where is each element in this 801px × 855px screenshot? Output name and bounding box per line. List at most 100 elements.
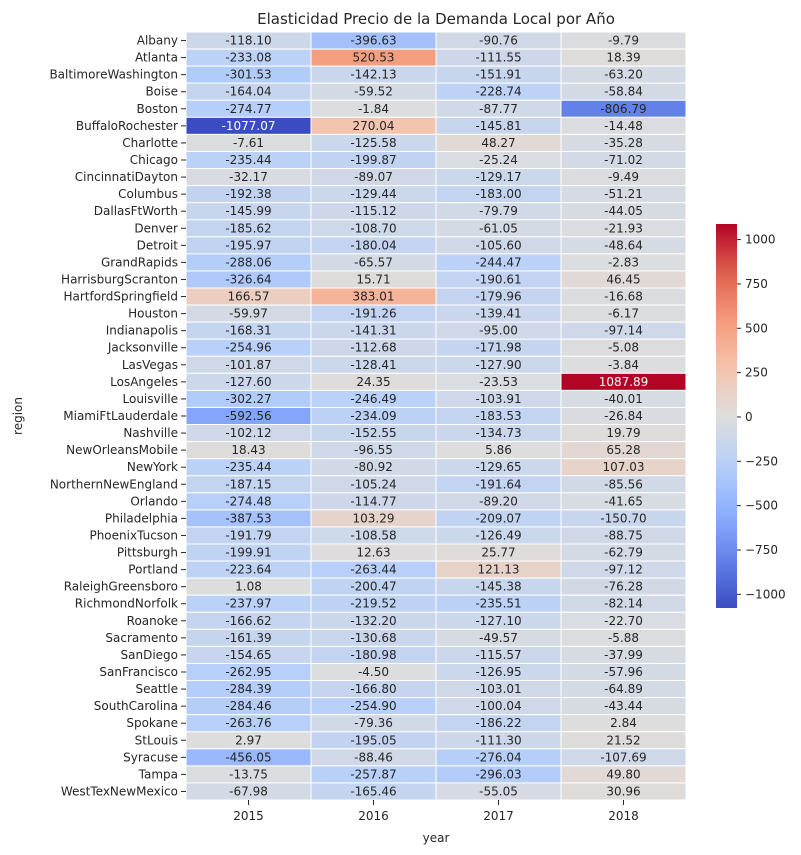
cell-value-label: -40.01	[604, 392, 643, 406]
cell-value-label: -129.17	[475, 170, 521, 184]
cell-value-label: -186.22	[475, 716, 521, 730]
cell-value-label: -49.57	[479, 631, 518, 645]
y-tick-label: Jacksonville	[107, 341, 178, 355]
cell-value-label: -103.91	[475, 392, 521, 406]
cell-value-label: -126.49	[475, 528, 521, 542]
cell-value-label: -102.12	[225, 426, 271, 440]
cell-value-label: -16.68	[604, 290, 643, 304]
cell-value-label: -142.13	[350, 68, 396, 82]
y-tick-label: Tampa	[138, 767, 178, 781]
cell-value-label: 46.45	[606, 272, 640, 286]
cell-value-label: -233.08	[225, 51, 271, 65]
colorbar-gradient	[716, 224, 737, 608]
cell-value-label: -5.08	[608, 341, 639, 355]
cell-value-label: -154.65	[225, 648, 271, 662]
y-tick-label: DallasFtWorth	[94, 204, 178, 218]
cell-value-label: -59.52	[354, 85, 393, 99]
y-tick-label: NewYork	[127, 460, 178, 474]
y-tick-label: MiamiFtLauderdale	[63, 409, 178, 423]
cell-value-label: -191.64	[475, 477, 521, 491]
cell-value-label: -200.47	[350, 580, 396, 594]
cell-value-label: -80.92	[354, 460, 393, 474]
cell-value-label: -5.88	[608, 631, 639, 645]
cell-value-label: -185.62	[225, 221, 271, 235]
cell-value-label: -58.84	[604, 85, 643, 99]
cell-value-label: -44.05	[604, 204, 643, 218]
cell-value-label: -112.68	[350, 341, 396, 355]
cell-value-label: -41.65	[604, 494, 643, 508]
cell-value-label: -14.48	[604, 119, 643, 133]
cell-value-label: -65.57	[354, 255, 393, 269]
y-tick-label: SanDiego	[121, 648, 179, 662]
cell-value-label: -257.87	[350, 767, 396, 781]
heatmap-cells	[185, 31, 687, 801]
cell-value-label: -288.06	[225, 255, 271, 269]
y-tick-label: Denver	[134, 221, 178, 235]
y-tick-label: Orlando	[130, 494, 178, 508]
cell-value-label: -199.91	[225, 546, 271, 560]
cell-value-label: 18.39	[606, 51, 640, 65]
cell-value-label: -105.24	[350, 477, 396, 491]
cell-value-label: -2.83	[608, 255, 639, 269]
cell-value-label: -296.03	[475, 767, 521, 781]
cell-value-label: -223.64	[225, 563, 271, 577]
colorbar-tick-label: −1000	[745, 587, 786, 601]
cell-value-label: 30.96	[606, 784, 640, 798]
cell-value-label: -61.05	[479, 221, 518, 235]
cell-value-label: -183.00	[475, 187, 521, 201]
cell-value-label: -85.56	[604, 477, 643, 491]
y-tick-label: BaltimoreWashington	[49, 68, 178, 82]
cell-value-label: -127.60	[225, 375, 271, 389]
colorbar-tick-label: 750	[745, 277, 768, 291]
cell-value-label: -145.38	[475, 580, 521, 594]
cell-value-label: -263.76	[225, 716, 271, 730]
cell-value-label: -108.58	[350, 528, 396, 542]
cell-value-label: -237.97	[225, 597, 271, 611]
cell-value-label: 270.04	[353, 119, 395, 133]
cell-value-label: -63.20	[604, 68, 643, 82]
heatmap-cell-labels: -118.10 -396.63 -90.76 -9.79 -233.08 520.53 -1…	[222, 34, 649, 799]
x-axis-label: year	[423, 831, 450, 845]
cell-value-label: -284.39	[225, 682, 271, 696]
y-tick-label: Chicago	[130, 153, 178, 167]
cell-value-label: 103.29	[353, 511, 395, 525]
cell-value-label: -55.05	[479, 784, 518, 798]
cell-value-label: 19.79	[606, 426, 640, 440]
cell-value-label: 15.71	[356, 272, 390, 286]
cell-value-label: -103.01	[475, 682, 521, 696]
cell-value-label: -228.74	[475, 85, 521, 99]
cell-value-label: -235.51	[475, 597, 521, 611]
cell-value-label: -115.12	[350, 204, 396, 218]
cell-value-label: -59.97	[229, 307, 268, 321]
cell-value-label: -32.17	[229, 170, 268, 184]
cell-value-label: -97.12	[604, 563, 643, 577]
y-tick-label: Charlotte	[122, 136, 178, 150]
cell-value-label: 48.27	[481, 136, 515, 150]
cell-value-label: -209.07	[475, 511, 521, 525]
cell-value-label: -166.80	[350, 682, 396, 696]
cell-value-label: -129.65	[475, 460, 521, 474]
cell-value-label: -96.55	[354, 443, 393, 457]
y-tick-label: Nashville	[123, 426, 178, 440]
cell-value-label: -150.70	[600, 511, 646, 525]
y-tick-label: GrandRapids	[101, 255, 178, 269]
cell-value-label: -263.44	[350, 563, 396, 577]
cell-value-label: -90.76	[479, 34, 518, 48]
cell-value-label: -234.09	[350, 409, 396, 423]
cell-value-label: -95.00	[479, 324, 518, 338]
y-tick-label: Albany	[137, 34, 178, 48]
cell-value-label: -1.84	[358, 102, 389, 116]
cell-value-label: 166.57	[228, 290, 270, 304]
y-tick-label: NorthernNewEngland	[50, 477, 178, 491]
cell-value-label: -6.17	[608, 307, 639, 321]
cell-value-label: -191.79	[225, 528, 271, 542]
cell-value-label: -35.28	[604, 136, 643, 150]
cell-value-label: -22.70	[604, 614, 643, 628]
cell-value-label: -23.53	[479, 375, 518, 389]
cell-value-label: -180.04	[350, 238, 396, 252]
y-tick-label: Indianapolis	[106, 324, 178, 338]
cell-value-label: -166.62	[225, 614, 271, 628]
cell-value-label: -134.73	[475, 426, 521, 440]
colorbar: 1000 750 500 250 0 −250 −500 −750 −1000	[716, 224, 786, 608]
colorbar-tick-label: −250	[745, 454, 778, 468]
